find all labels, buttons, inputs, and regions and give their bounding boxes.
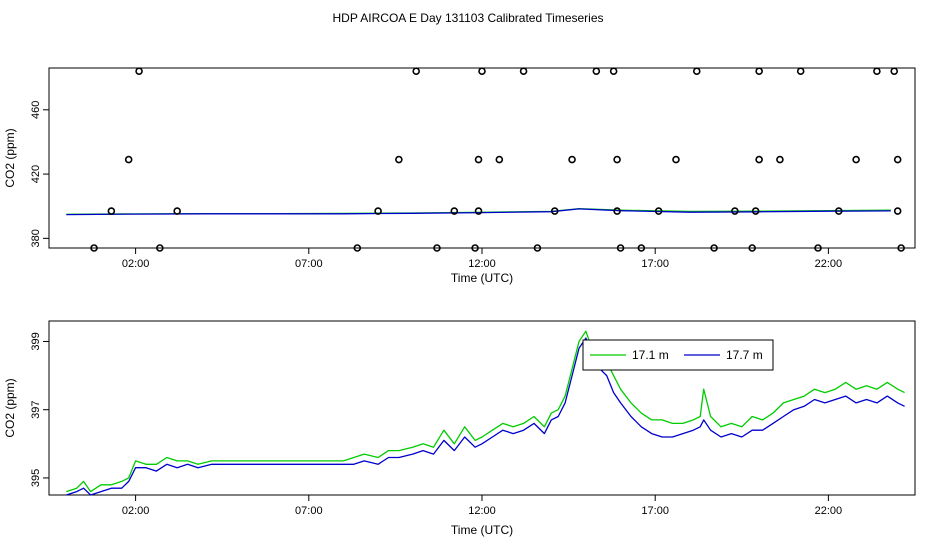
y-axis-label-top: CO2 (ppm) [3, 128, 17, 187]
data-marker [124, 155, 133, 164]
y-tick-label: 395 [30, 469, 42, 487]
data-marker [897, 244, 905, 252]
data-marker [814, 244, 822, 252]
data-marker [616, 244, 625, 252]
data-marker [654, 207, 663, 215]
data-marker [568, 155, 576, 164]
data-marker [751, 207, 760, 215]
data-marker [550, 207, 559, 215]
data-marker [519, 67, 528, 76]
data-marker [893, 155, 902, 164]
x-axis-label-top: Time (UTC) [451, 271, 513, 285]
data-marker [156, 244, 164, 252]
plot-frame-bottom [48, 320, 916, 496]
y-tick-label: 399 [30, 332, 42, 350]
x-tick-label: 07:00 [295, 505, 323, 517]
data-marker [353, 244, 362, 252]
data-marker [533, 244, 542, 252]
data-marker [495, 155, 504, 164]
data-marker [471, 244, 479, 252]
data-marker [135, 67, 143, 76]
x-tick-label: 02:00 [122, 258, 150, 270]
data-marker [834, 207, 843, 215]
panel-top: 02:00 07:00 12:00 17:00 22:00 380 420 460 Time … [3, 67, 916, 285]
figure-title: HDP AIRCOA E Day 131103 Calibrated Times… [332, 11, 603, 25]
data-marker [609, 67, 618, 76]
data-marker [478, 67, 486, 76]
data-marker [613, 155, 621, 164]
data-marker [796, 67, 805, 76]
x-tick-label: 22:00 [815, 258, 843, 270]
data-marker [90, 244, 98, 252]
data-marker [637, 244, 646, 252]
data-marker [776, 155, 784, 164]
data-marker [873, 67, 881, 76]
x-axis-label-bottom: Time (UTC) [451, 523, 513, 537]
data-marker [592, 67, 601, 76]
data-marker [890, 67, 899, 76]
data-marker [395, 155, 403, 164]
data-marker [412, 67, 420, 76]
data-marker [893, 207, 902, 215]
panel-bottom: 02:00 07:00 12:00 17:00 22:00 395 397 399 Time … [3, 320, 916, 537]
y-tick-label: 380 [30, 229, 42, 247]
axis-ticks-bottom: 02:00 07:00 12:00 17:00 22:00 395 397 399 [30, 332, 842, 517]
data-marker [613, 207, 621, 215]
data-marker [672, 155, 680, 164]
x-tick-label: 12:00 [468, 505, 496, 517]
data-marker [731, 207, 739, 215]
plot-data-top [66, 67, 905, 252]
data-marker [474, 207, 483, 215]
y-axis-label-bottom: CO2 (ppm) [3, 378, 17, 437]
axis-ticks-top: 02:00 07:00 12:00 17:00 22:00 380 420 460 [30, 101, 842, 270]
y-tick-label: 397 [30, 401, 42, 419]
legend-label-17-1: 17.1 m [632, 348, 669, 362]
data-marker [450, 207, 459, 215]
data-marker [374, 207, 382, 215]
x-tick-label: 22:00 [815, 505, 843, 517]
series-line-unnamed-1 [66, 208, 891, 216]
data-marker [107, 207, 116, 215]
data-marker [474, 155, 483, 164]
data-marker [748, 244, 756, 252]
data-marker [852, 155, 860, 164]
data-marker [755, 155, 763, 164]
data-marker [692, 67, 701, 76]
x-tick-label: 17:00 [641, 505, 669, 517]
data-marker [433, 244, 441, 252]
data-marker [755, 67, 763, 76]
x-tick-label: 17:00 [641, 258, 669, 270]
data-marker [173, 207, 181, 215]
x-tick-label: 07:00 [295, 258, 323, 270]
series-line-17-7-m [66, 337, 905, 496]
series-line-17-1-m [66, 330, 905, 493]
plot-data-bottom [66, 330, 905, 496]
plot-frame-top [48, 67, 916, 249]
data-marker [710, 244, 718, 252]
y-tick-label: 460 [30, 101, 42, 119]
legend-label-17-7: 17.7 m [726, 348, 763, 362]
x-tick-label: 02:00 [122, 505, 150, 517]
y-tick-label: 420 [30, 165, 42, 183]
x-tick-label: 12:00 [468, 258, 496, 270]
legend: 17.1 m 17.7 m [582, 339, 774, 371]
